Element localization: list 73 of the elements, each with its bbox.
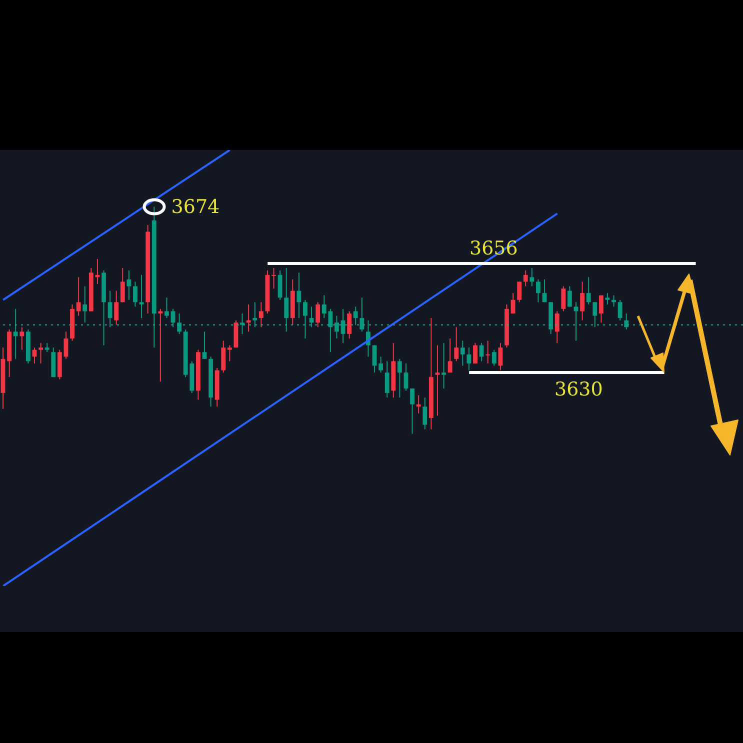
candlestick bbox=[598, 294, 604, 324]
candlestick bbox=[605, 292, 610, 305]
candlestick bbox=[378, 356, 383, 374]
candlestick bbox=[517, 281, 522, 303]
candlestick bbox=[246, 304, 251, 332]
candlestick bbox=[278, 270, 282, 300]
candlestick bbox=[309, 306, 314, 328]
candlestick bbox=[384, 360, 390, 398]
candlestick bbox=[76, 276, 81, 316]
candlestick bbox=[580, 281, 584, 321]
candlestick bbox=[473, 342, 478, 364]
candlestick bbox=[422, 397, 428, 430]
candlestick bbox=[202, 331, 207, 360]
candlestick bbox=[334, 315, 339, 339]
candlestick bbox=[177, 313, 182, 334]
candlestick bbox=[258, 302, 264, 328]
candlestick bbox=[38, 342, 43, 364]
candlestick bbox=[158, 308, 163, 382]
candlestick bbox=[554, 310, 560, 344]
candlestick bbox=[139, 274, 144, 319]
candlestick bbox=[624, 313, 629, 330]
candlestick bbox=[347, 310, 352, 339]
candlestick bbox=[252, 302, 258, 328]
candlestick bbox=[612, 294, 616, 308]
candlestick bbox=[164, 297, 169, 319]
candlestick bbox=[340, 308, 346, 344]
candlestick bbox=[454, 326, 459, 362]
series-label: 3630 bbox=[554, 378, 603, 401]
candlestick bbox=[448, 338, 452, 374]
candlestick bbox=[353, 306, 358, 326]
candlestick bbox=[460, 340, 465, 366]
candlestick bbox=[592, 302, 598, 328]
candlestick bbox=[561, 286, 566, 312]
annotation: 3674 bbox=[171, 196, 220, 218]
candlestick bbox=[272, 268, 276, 290]
candlestick bbox=[498, 342, 503, 371]
candlestick bbox=[240, 313, 244, 334]
candlestick bbox=[227, 344, 232, 362]
candlestick bbox=[82, 286, 88, 324]
candlestick bbox=[492, 349, 496, 366]
candlestick bbox=[20, 326, 24, 350]
candlestick bbox=[397, 358, 402, 398]
candlestick bbox=[13, 308, 18, 360]
candlestick bbox=[536, 278, 540, 303]
candlestick bbox=[486, 340, 490, 364]
candlestick bbox=[466, 347, 472, 371]
candlestick bbox=[530, 268, 534, 287]
candlestick bbox=[360, 297, 364, 332]
candlestick bbox=[64, 331, 68, 360]
candlestick bbox=[416, 394, 421, 414]
candlestick bbox=[567, 286, 572, 308]
candlestick bbox=[170, 308, 176, 328]
candlestick bbox=[126, 270, 132, 300]
candlestick bbox=[221, 340, 226, 374]
candlestick bbox=[510, 292, 516, 314]
candlestick bbox=[618, 299, 622, 321]
candlestick bbox=[44, 342, 50, 353]
candlestick bbox=[523, 270, 528, 287]
candlestick bbox=[435, 344, 440, 416]
candlestick bbox=[120, 268, 125, 303]
candlestick bbox=[542, 278, 547, 303]
candlestick bbox=[404, 362, 408, 392]
candlestick bbox=[284, 268, 289, 332]
candlestick bbox=[133, 281, 138, 308]
candlestick bbox=[442, 342, 446, 389]
candlestick bbox=[586, 276, 591, 305]
candlestick bbox=[114, 290, 119, 326]
candlestick bbox=[316, 302, 320, 328]
candlestick bbox=[108, 290, 112, 328]
candlestick bbox=[296, 272, 302, 319]
candlestick bbox=[303, 299, 308, 339]
candlestick bbox=[410, 388, 414, 434]
candlestick bbox=[574, 302, 578, 342]
